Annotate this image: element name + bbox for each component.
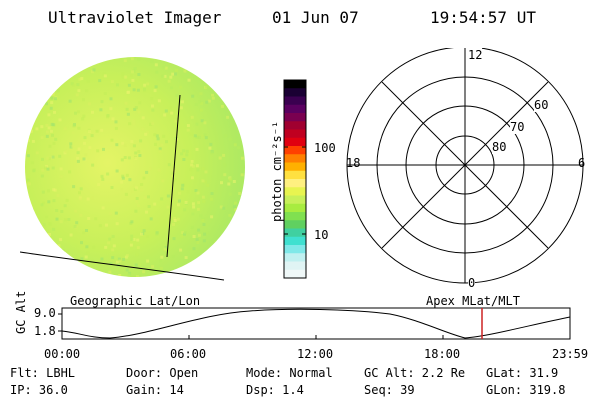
orbit-altitude-plot xyxy=(58,307,571,340)
time-label: 19:54:57 UT xyxy=(430,8,536,27)
polar-label-18: 18 xyxy=(346,156,361,170)
orbit-x-tick-4: 23:59 xyxy=(552,347,589,361)
polar-diagonal-b xyxy=(381,81,549,249)
polar-mlat-mlt-grid xyxy=(346,48,584,284)
orbit-x-tick-3: 18:00 xyxy=(424,347,461,361)
param-filter: Flt: LBHL xyxy=(10,366,76,380)
colorbar xyxy=(283,79,307,279)
polar-lat-70: 70 xyxy=(510,120,525,134)
polar-label-6: 6 xyxy=(578,156,586,170)
date-label: 01 Jun 07 xyxy=(272,8,359,27)
geo-grid-line xyxy=(166,94,181,258)
param-ip: IP: 36.0 xyxy=(10,383,68,397)
polar-lat-60: 60 xyxy=(534,98,549,112)
param-gain: Gain: 14 xyxy=(126,383,184,397)
polar-lat-80: 80 xyxy=(492,140,507,154)
polar-label-0: 0 xyxy=(468,276,476,290)
orbit-y-tick-low: 1.8 xyxy=(34,324,56,338)
apex-label: Apex MLat/MLT xyxy=(426,294,520,308)
param-dsp: Dsp: 1.4 xyxy=(246,383,304,397)
orbit-x-tick-0: 00:00 xyxy=(44,347,81,361)
param-glat: GLat: 31.9 xyxy=(486,366,559,380)
orbit-y-tick-high: 9.0 xyxy=(34,306,56,320)
param-door: Door: Open xyxy=(126,366,199,380)
colorbar-tick-100: 100 xyxy=(314,141,336,155)
geographic-label: Geographic Lat/Lon xyxy=(70,294,201,308)
altitude-curve xyxy=(61,308,571,339)
colorbar-unit-label: photon cm⁻²s⁻¹ xyxy=(270,120,284,222)
param-seq: Seq: 39 xyxy=(364,383,415,397)
param-glon: GLon: 319.8 xyxy=(486,383,566,397)
orbit-x-tick-1: 06:00 xyxy=(170,347,207,361)
geo-horizon-line xyxy=(20,251,225,281)
orbit-y-axis-label: GC Alt xyxy=(14,290,28,334)
param-gc-alt: GC Alt: 2.2 Re xyxy=(364,366,466,380)
colorbar-tick-10: 10 xyxy=(314,228,329,242)
uv-image-disk xyxy=(20,57,245,281)
instrument-title: Ultraviolet Imager xyxy=(48,8,222,27)
polar-label-12: 12 xyxy=(468,48,483,62)
param-mode: Mode: Normal xyxy=(246,366,333,380)
orbit-x-tick-2: 12:00 xyxy=(297,347,334,361)
